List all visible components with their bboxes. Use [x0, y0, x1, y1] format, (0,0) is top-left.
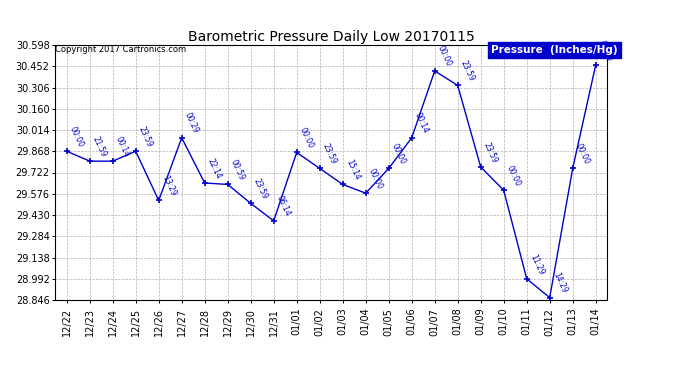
Text: 00:00: 00:00	[597, 39, 615, 62]
Text: 06:14: 06:14	[275, 194, 293, 218]
Text: 14:29: 14:29	[551, 272, 569, 295]
Text: 23:59: 23:59	[321, 142, 339, 166]
Text: 23:59: 23:59	[137, 125, 155, 148]
Text: 00:00: 00:00	[574, 142, 591, 166]
Text: Pressure  (Inches/Hg): Pressure (Inches/Hg)	[491, 45, 618, 55]
Text: 21:59: 21:59	[91, 135, 108, 158]
Text: 22:14: 22:14	[206, 157, 224, 180]
Text: 00:00: 00:00	[298, 126, 315, 150]
Text: 23:59: 23:59	[459, 59, 477, 82]
Text: 00:14: 00:14	[114, 135, 132, 158]
Text: 00:14: 00:14	[413, 111, 431, 135]
Text: 15:14: 15:14	[344, 158, 362, 182]
Text: 00:00: 00:00	[390, 142, 408, 166]
Text: 00:59: 00:59	[229, 158, 246, 182]
Text: 00:00: 00:00	[367, 166, 384, 190]
Text: 00:00: 00:00	[505, 164, 522, 188]
Text: 23:59: 23:59	[482, 141, 500, 164]
Text: 00:00: 00:00	[68, 125, 86, 148]
Text: 00:00: 00:00	[436, 44, 453, 68]
Text: 11:29: 11:29	[528, 253, 545, 276]
Title: Barometric Pressure Daily Low 20170115: Barometric Pressure Daily Low 20170115	[188, 30, 475, 44]
Text: 23:59: 23:59	[252, 177, 270, 201]
Text: Copyright 2017 Cartronics.com: Copyright 2017 Cartronics.com	[55, 45, 186, 54]
Text: 13:29: 13:29	[160, 174, 177, 198]
Text: 00:29: 00:29	[183, 111, 201, 135]
